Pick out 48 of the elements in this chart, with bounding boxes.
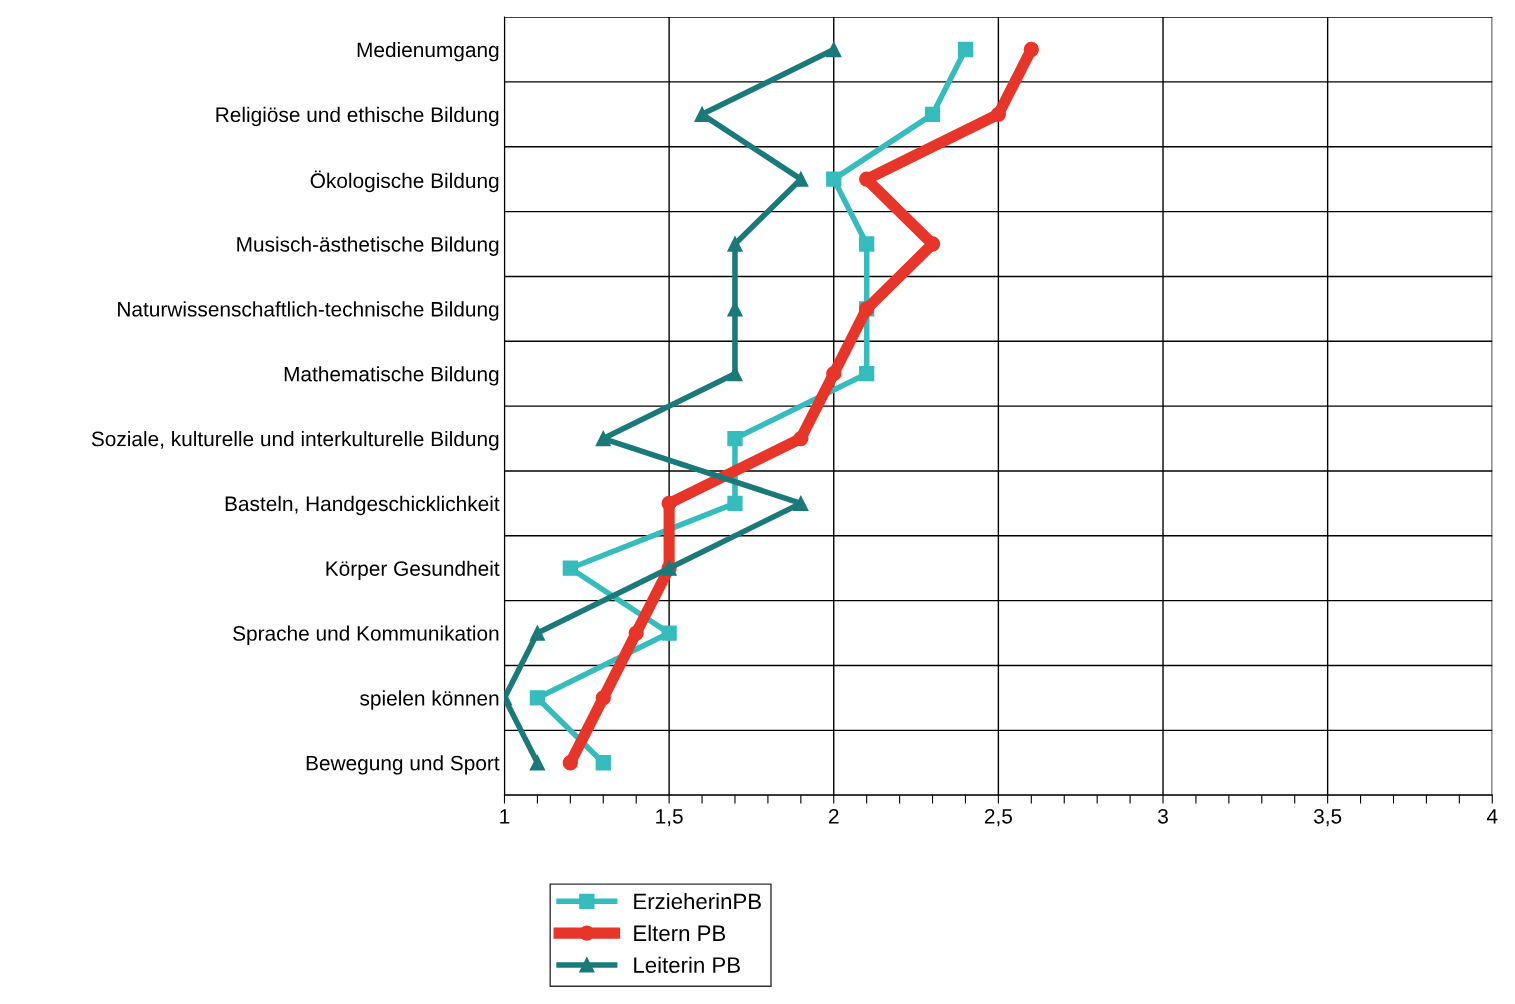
point	[826, 41, 842, 58]
point	[859, 236, 875, 252]
y-tick-label: Medienumgang	[357, 41, 499, 62]
legend-label: Leiterin PB	[634, 956, 740, 973]
y-tick-label: Bewegung und Sport	[306, 755, 500, 775]
point	[990, 106, 1007, 122]
point	[826, 366, 842, 382]
point	[529, 755, 546, 771]
point	[793, 495, 809, 512]
y-tick-label: Sprache und Kommunikation	[233, 625, 499, 645]
point	[661, 625, 677, 641]
y-tick-label: Soziale, kulturelle und interkulturelle Bildung	[91, 430, 499, 451]
x-tick-label: 1	[500, 809, 510, 824]
point	[793, 430, 809, 447]
point	[529, 625, 546, 641]
point	[628, 625, 644, 641]
point	[727, 430, 743, 447]
point	[1023, 41, 1039, 58]
y-tick-label: Basteln, Handgeschicklichkeit	[225, 495, 500, 516]
point	[826, 171, 842, 187]
point	[595, 430, 611, 447]
x-tick-label: 2,5	[984, 808, 1012, 827]
point	[957, 41, 974, 58]
y-tick-label: Religiöse und ethische Bildung	[216, 106, 499, 127]
point	[793, 171, 809, 187]
x-tick-label: 1,5	[656, 809, 683, 827]
point	[727, 495, 743, 512]
x-tick-label: 3	[1158, 808, 1168, 824]
point	[694, 106, 710, 122]
legend-label: ErzieherinPB	[634, 892, 761, 910]
point	[859, 366, 875, 382]
point	[562, 560, 578, 576]
y-tick-label: Ökologische Bildung	[310, 170, 499, 193]
y-tick-label: Naturwissenschaftlich-technische Bildung	[118, 301, 499, 321]
point	[529, 690, 546, 706]
x-tick-label: 2	[829, 808, 839, 824]
x-tick-label: 3,5	[1313, 808, 1342, 827]
x-tick-label: 4	[1486, 809, 1498, 824]
y-tick-label: Mathematische Bildung	[284, 366, 499, 386]
y-tick-label: spielen können	[360, 690, 499, 710]
point	[727, 236, 743, 252]
point	[924, 106, 941, 122]
point	[595, 755, 611, 771]
point	[595, 690, 611, 706]
y-tick-label: Körper Gesundheit	[326, 560, 500, 581]
point	[562, 755, 578, 771]
y-tick-label: Musisch-ästhetische Bildung	[237, 236, 499, 256]
legend-label: Eltern PB	[634, 924, 726, 942]
